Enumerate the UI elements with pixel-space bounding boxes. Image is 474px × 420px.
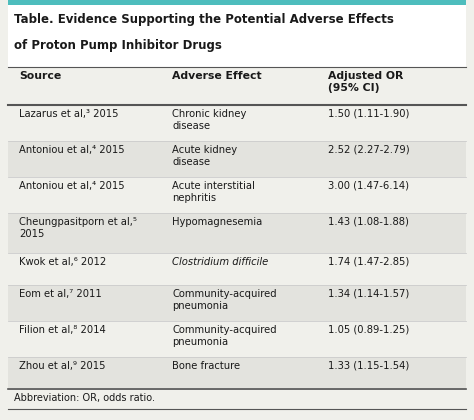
Text: Bone fracture: Bone fracture	[172, 361, 240, 371]
Text: Table. Evidence Supporting the Potential Adverse Effects: Table. Evidence Supporting the Potential…	[14, 13, 394, 26]
Text: Clostridium difficile: Clostridium difficile	[172, 257, 268, 267]
Bar	[8, 67, 466, 105]
Text: Adverse Effect: Adverse Effect	[172, 71, 262, 81]
Text: Acute interstitial
nephritis: Acute interstitial nephritis	[172, 181, 255, 202]
Bar	[8, 5, 466, 67]
Text: Filion et al,⁸ 2014: Filion et al,⁸ 2014	[19, 325, 106, 335]
Text: Lazarus et al,³ 2015: Lazarus et al,³ 2015	[19, 109, 119, 119]
Bar	[8, 141, 466, 177]
Text: 1.50 (1.11-1.90): 1.50 (1.11-1.90)	[328, 109, 409, 119]
Text: Community-acquired
pneumonia: Community-acquired pneumonia	[172, 325, 277, 346]
Text: 2.52 (2.27-2.79): 2.52 (2.27-2.79)	[328, 145, 410, 155]
Bar	[8, 0, 466, 5]
Text: Adjusted OR
(95% CI): Adjusted OR (95% CI)	[328, 71, 403, 92]
Text: 1.33 (1.15-1.54): 1.33 (1.15-1.54)	[328, 361, 409, 371]
Text: Acute kidney
disease: Acute kidney disease	[172, 145, 237, 167]
Bar	[8, 213, 466, 253]
Text: Chronic kidney
disease: Chronic kidney disease	[172, 109, 246, 131]
Text: Zhou et al,⁹ 2015: Zhou et al,⁹ 2015	[19, 361, 106, 371]
Bar	[8, 357, 466, 389]
Text: 3.00 (1.47-6.14): 3.00 (1.47-6.14)	[328, 181, 409, 191]
Text: Hypomagnesemia: Hypomagnesemia	[172, 217, 262, 227]
Bar	[8, 105, 466, 141]
Text: of Proton Pump Inhibitor Drugs: of Proton Pump Inhibitor Drugs	[14, 39, 222, 52]
Text: Antoniou et al,⁴ 2015: Antoniou et al,⁴ 2015	[19, 145, 125, 155]
Text: Eom et al,⁷ 2011: Eom et al,⁷ 2011	[19, 289, 102, 299]
Bar	[8, 177, 466, 213]
Text: 1.05 (0.89-1.25): 1.05 (0.89-1.25)	[328, 325, 409, 335]
Bar	[8, 253, 466, 285]
Text: Source: Source	[19, 71, 62, 81]
Text: Community-acquired
pneumonia: Community-acquired pneumonia	[172, 289, 277, 311]
Text: 1.74 (1.47-2.85): 1.74 (1.47-2.85)	[328, 257, 409, 267]
Text: Cheungpasitporn et al,⁵
2015: Cheungpasitporn et al,⁵ 2015	[19, 217, 137, 239]
Text: Kwok et al,⁶ 2012: Kwok et al,⁶ 2012	[19, 257, 107, 267]
Bar	[8, 285, 466, 321]
Text: 1.34 (1.14-1.57): 1.34 (1.14-1.57)	[328, 289, 409, 299]
Bar	[8, 321, 466, 357]
Text: 1.43 (1.08-1.88): 1.43 (1.08-1.88)	[328, 217, 409, 227]
Text: Antoniou et al,⁴ 2015: Antoniou et al,⁴ 2015	[19, 181, 125, 191]
Text: Abbreviation: OR, odds ratio.: Abbreviation: OR, odds ratio.	[14, 393, 155, 403]
